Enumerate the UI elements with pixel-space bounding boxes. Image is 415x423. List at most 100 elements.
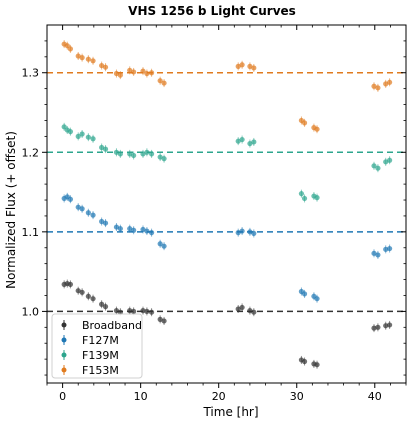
series-f153m — [61, 40, 393, 134]
data-point — [314, 126, 320, 132]
legend: Broadband F127M F139M F153M — [51, 313, 143, 379]
data-point — [113, 224, 120, 230]
data-point — [239, 304, 245, 311]
data-point — [375, 165, 381, 171]
plot-frame — [46, 24, 407, 384]
data-point — [117, 226, 123, 232]
legend-label: F153M — [82, 364, 119, 377]
data-point — [67, 46, 74, 52]
data-point — [157, 154, 163, 160]
data-point — [85, 56, 91, 62]
data-point — [239, 228, 245, 234]
data-point — [140, 68, 146, 74]
legend-marker — [61, 352, 67, 358]
data-point — [90, 136, 96, 142]
data-point — [99, 218, 105, 225]
data-point — [314, 195, 320, 201]
data-point — [102, 304, 109, 310]
data-point — [90, 212, 96, 218]
data-point — [79, 131, 85, 137]
data-point — [148, 309, 155, 315]
data-point — [371, 83, 377, 89]
data-point — [90, 58, 96, 64]
legend-marker — [61, 322, 67, 328]
data-point — [239, 136, 245, 143]
data-point — [161, 243, 167, 249]
y-tick-label: 1.2 — [22, 146, 40, 159]
legend-label: F139M — [82, 349, 119, 362]
data-point — [161, 156, 167, 162]
data-point — [75, 204, 81, 210]
legend-item-broadband: Broadband — [61, 319, 142, 332]
data-point — [235, 138, 241, 144]
series-broadband — [61, 279, 393, 369]
data-point — [247, 63, 253, 69]
legend-label: Broadband — [82, 319, 142, 332]
data-point — [127, 151, 133, 157]
data-point — [239, 62, 245, 68]
data-point — [117, 72, 123, 78]
data-point — [247, 229, 253, 235]
y-tick-label: 1.1 — [22, 226, 40, 239]
data-point — [371, 250, 377, 256]
data-point — [127, 67, 133, 73]
legend-item-f139m: F139M — [61, 349, 119, 362]
data-point — [75, 133, 81, 139]
data-point — [140, 151, 146, 157]
data-point — [387, 79, 393, 85]
data-point — [251, 65, 257, 71]
data-point — [140, 226, 146, 233]
data-point — [85, 210, 91, 216]
legend-box — [51, 313, 143, 379]
data-point — [314, 362, 320, 368]
data-point — [117, 151, 123, 157]
data-point — [235, 230, 241, 236]
x-tick-label: 40 — [368, 390, 382, 403]
data-point — [375, 252, 381, 258]
data-point — [298, 191, 305, 197]
legend-marker — [61, 337, 67, 343]
data-point — [79, 289, 85, 295]
data-point — [99, 301, 105, 307]
legend-item-f153m: F153M — [61, 364, 119, 377]
x-tick-label: 10 — [134, 390, 148, 403]
data-point — [371, 325, 377, 331]
data-point — [117, 309, 123, 315]
data-point — [144, 70, 150, 77]
data-point — [251, 309, 257, 315]
y-tick-label: 1.0 — [22, 305, 40, 318]
data-point — [113, 70, 120, 77]
data-point — [157, 78, 163, 84]
data-point — [61, 124, 67, 130]
x-tick-label: 30 — [290, 390, 304, 403]
data-point — [371, 163, 377, 169]
data-point — [387, 322, 393, 328]
data-point — [144, 149, 150, 155]
data-point — [127, 308, 133, 314]
data-point — [301, 195, 308, 202]
data-point — [131, 227, 137, 233]
data-point — [251, 230, 257, 237]
data-point — [140, 308, 146, 314]
data-point — [235, 63, 241, 69]
plot-area — [47, 40, 406, 369]
data-point — [383, 81, 389, 87]
data-point — [75, 288, 81, 294]
chart-title: VHS 1256 b Light Curves — [128, 4, 296, 18]
data-point — [79, 55, 85, 61]
data-point — [383, 246, 389, 252]
data-point — [85, 134, 91, 140]
legend-marker — [61, 367, 67, 373]
legend-item-f127m: F127M — [61, 334, 119, 347]
legend-label: F127M — [82, 334, 119, 347]
data-point — [79, 206, 85, 212]
data-point — [387, 157, 393, 163]
data-point — [99, 62, 105, 69]
x-tick-label: 20 — [212, 390, 226, 403]
data-point — [144, 308, 150, 314]
data-point — [148, 70, 155, 76]
data-point — [85, 293, 91, 299]
data-point — [161, 80, 167, 86]
data-point — [99, 144, 105, 151]
